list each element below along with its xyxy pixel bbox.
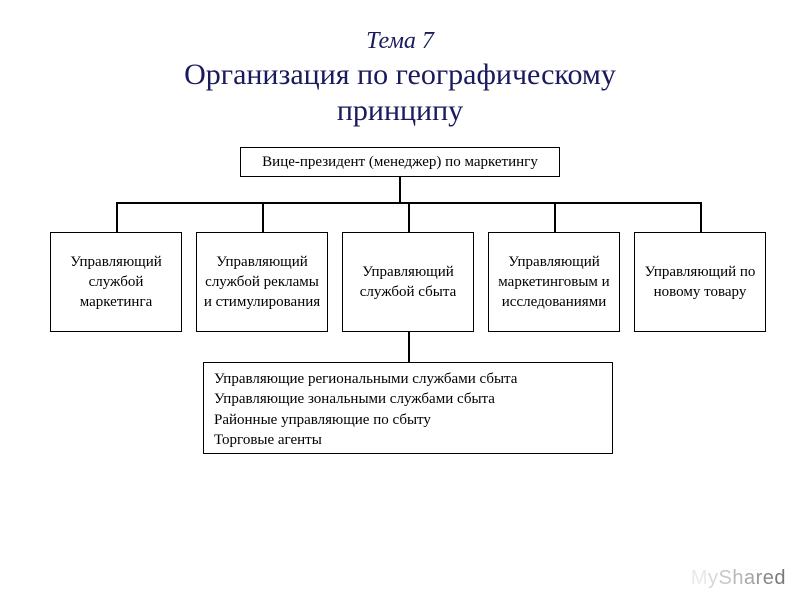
connector-line [399,177,401,202]
topic-subtitle: Тема 7 [0,28,800,55]
node-child-4-label: Управляющий маркетинговым и исследования… [495,252,613,313]
node-child-2-label: Управляющий службой рекламы и стимулиров… [203,252,321,313]
node-child-3-label: Управляющий службой сбыта [349,262,467,303]
connector-line [262,202,264,232]
title-block: Тема 7 Организация по географическому пр… [0,0,800,129]
bottom-line-3: Районные управляющие по сбыту [214,410,517,430]
connector-line [700,202,702,232]
bottom-line-1: Управляющие региональными службами сбыта [214,369,517,389]
title-line-2: принципу [337,94,463,127]
bottom-line-4: Торговые агенты [214,430,517,450]
node-bottom: Управляющие региональными службами сбыта… [203,362,613,454]
node-child-2: Управляющий службой рекламы и стимулиров… [196,232,328,332]
connector-line [554,202,556,232]
bottom-line-2: Управляющие зональными службами сбыта [214,389,517,409]
connector-line [116,202,118,232]
page-title: Организация по географическому принципу [0,57,800,129]
watermark: MyShared [691,567,786,590]
connector-line [408,332,410,362]
node-top: Вице-президент (менеджер) по маркетингу [240,147,560,177]
node-child-4: Управляющий маркетинговым и исследования… [488,232,620,332]
title-line-1: Организация по географическому [184,58,616,91]
node-top-label: Вице-президент (менеджер) по маркетингу [262,152,538,172]
org-chart: Вице-президент (менеджер) по маркетингу … [0,137,800,567]
node-child-1-label: Управляющий службой маркетинга [57,252,175,313]
node-child-3: Управляющий службой сбыта [342,232,474,332]
node-child-5-label: Управляющий по новому товару [641,262,759,303]
connector-line [408,202,410,232]
node-child-5: Управляющий по новому товару [634,232,766,332]
node-child-1: Управляющий службой маркетинга [50,232,182,332]
